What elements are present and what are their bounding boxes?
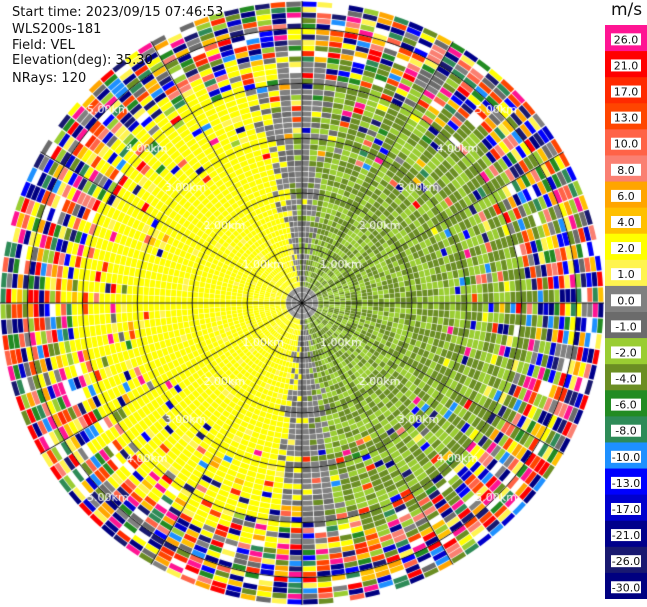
nrays-label: NRays: 120: [12, 71, 87, 86]
colorbar-tick-label: 13.0: [614, 112, 639, 125]
colorbar-tick-label: 10.0: [614, 138, 639, 151]
colorbar-tick-label: -10.0: [612, 451, 640, 464]
elevation-label: Elevation(deg): 35.30: [12, 53, 153, 68]
colorbar-tick-label: 1.0: [617, 268, 635, 281]
colorbar-tick-bg: [611, 59, 641, 72]
colorbar-tick-label: -4.0: [615, 373, 636, 386]
colorbar-tick-bg: [611, 529, 641, 542]
colorbar-tick-label: 21.0: [614, 59, 639, 72]
colorbar-tick-bg: [611, 320, 641, 333]
colorbar-tick-bg: [611, 424, 641, 437]
colorbar-tick-bg: [611, 372, 641, 385]
instrument-label: WLS200s-181: [12, 22, 102, 37]
colorbar-unit-label: m/s: [611, 0, 643, 20]
colorbar-tick-bg: [611, 189, 641, 202]
colorbar-tick-bg: [611, 242, 641, 255]
colorbar-tick-label: 0.0: [617, 294, 635, 307]
colorbar-tick-bg: [611, 215, 641, 228]
colorbar-tick-bg: [611, 398, 641, 411]
colorbar-tick-label: -8.0: [615, 425, 636, 438]
colorbar-tick-bg: [611, 85, 641, 98]
field-label: Field: VEL: [12, 38, 75, 53]
colorbar-tick-bg: [611, 137, 641, 150]
colorbar-tick-bg: [611, 163, 641, 176]
start-time-label: Start time: 2023/09/15 07:46:53: [12, 5, 224, 20]
colorbar-tick-bg: [611, 346, 641, 359]
colorbar-tick-bg: [611, 450, 641, 463]
colorbar-tick-label: -13.0: [612, 477, 640, 490]
colorbar-tick-label: 6.0: [617, 190, 635, 203]
colorbar-tick-label: -30.0: [612, 581, 640, 594]
colorbar-tick-bg: [611, 268, 641, 281]
colorbar-tick-bg: [611, 581, 641, 594]
colorbar-tick-bg: [611, 555, 641, 568]
colorbar-tick-label: -6.0: [615, 399, 636, 412]
colorbar-tick-label: -21.0: [612, 529, 640, 542]
colorbar-tick-bg: [611, 33, 641, 46]
velocity-colorbar: 26.0 21.0 17.0 13.0 10.0 8.0 6.0 4.0 2.0 1.0 0.0 -1…: [605, 25, 647, 599]
colorbar-tick-bg: [611, 294, 641, 307]
colorbar-tick-label: 2.0: [617, 242, 635, 255]
colorbar-tick-label: 8.0: [617, 164, 635, 177]
colorbar-tick-label: 17.0: [614, 86, 639, 99]
colorbar-tick-label: -17.0: [612, 503, 640, 516]
colorbar-tick-bg: [611, 476, 641, 489]
colorbar-tick-bg: [611, 111, 641, 124]
colorbar-tick-label: -26.0: [612, 555, 640, 568]
colorbar-tick-label: 4.0: [617, 216, 635, 229]
colorbar-tick-label: 26.0: [614, 33, 639, 46]
colorbar-tick-label: -2.0: [615, 346, 636, 359]
colorbar-tick-bg: [611, 502, 641, 515]
colorbar-tick-label: -1.0: [615, 320, 636, 333]
